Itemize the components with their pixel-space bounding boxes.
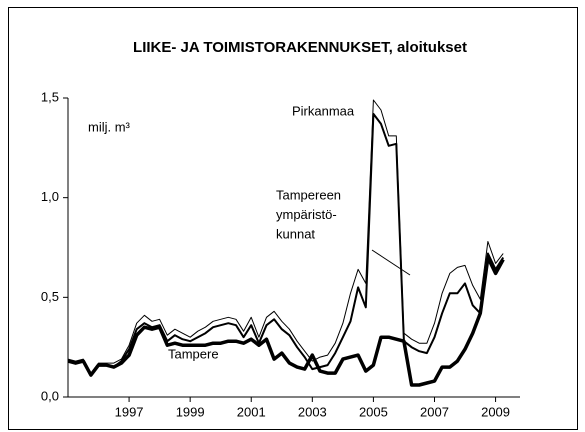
y-tick-label: 1,5: [41, 89, 59, 104]
series-label: kunnat: [276, 226, 315, 241]
chart-title: LIIKE- JA TOIMISTORAKENNUKSET, aloitukse…: [133, 39, 467, 56]
series-label: ympäristö-: [276, 207, 337, 222]
series-label: Tampereen: [276, 187, 341, 202]
chart-frame: [8, 7, 578, 430]
x-tick-label: 2003: [298, 404, 327, 419]
series-label: Tampere: [168, 346, 219, 361]
y-tick-label: 0,5: [41, 289, 59, 304]
x-tick-label: 2007: [420, 404, 449, 419]
y-tick-label: 0,0: [41, 388, 59, 403]
series-line: [67, 99, 504, 374]
x-tick-label: 2009: [481, 404, 510, 419]
series-line: [67, 255, 505, 387]
label-background: [166, 347, 228, 367]
x-tick-label: 1997: [115, 404, 144, 419]
series-label: Pirkanmaa: [292, 103, 355, 118]
label-pointer: [371, 249, 411, 276]
x-tick-label: 2001: [237, 404, 266, 419]
y-tick-label: 1,0: [41, 189, 59, 204]
series-line: [67, 112, 505, 377]
x-tick-label: 2005: [359, 404, 388, 419]
y-unit: milj. m³: [88, 119, 131, 134]
x-tick-label: 1999: [176, 404, 205, 419]
